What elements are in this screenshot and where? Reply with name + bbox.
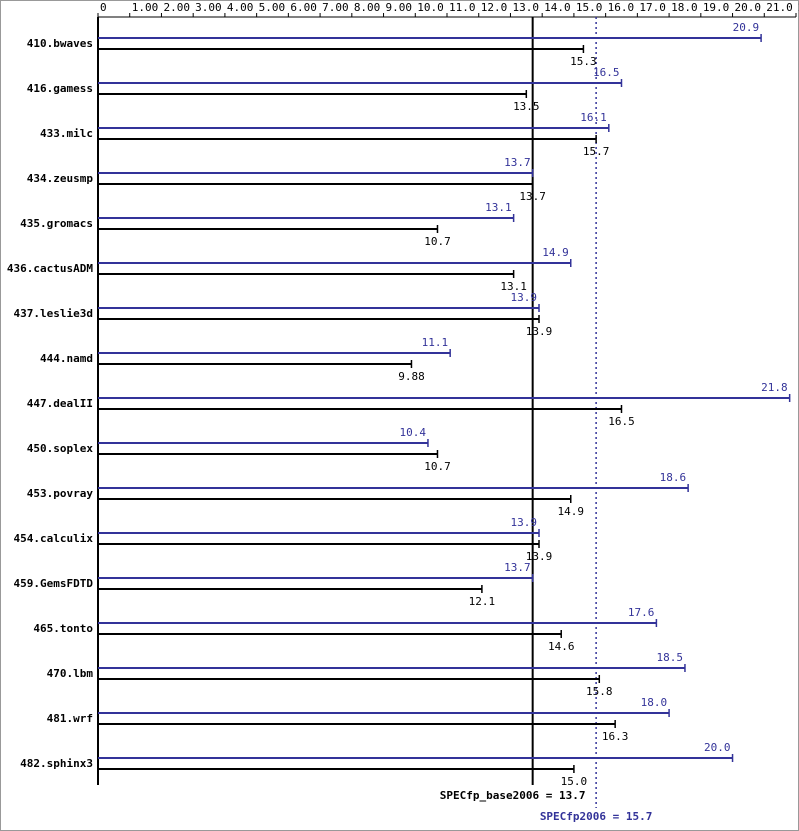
value-label: 15.0 xyxy=(561,775,588,788)
value-label: 16.1 xyxy=(580,111,607,124)
category-label: 444.namd xyxy=(40,352,93,365)
x-tick-label: 21.0 xyxy=(766,1,793,14)
x-tick-label: 5.00 xyxy=(259,1,286,14)
value-label: 13.9 xyxy=(511,516,538,529)
x-tick-label: 17.0 xyxy=(639,1,666,14)
reference-label: SPECfp_base2006 = 13.7 xyxy=(440,789,586,802)
x-tick-label: 1.00 xyxy=(132,1,159,14)
x-tick-label: 14.0 xyxy=(544,1,571,14)
value-label: 13.7 xyxy=(504,561,531,574)
category-label: 459.GemsFDTD xyxy=(14,577,94,590)
category-label: 433.milc xyxy=(40,127,93,140)
value-label: 12.1 xyxy=(469,595,496,608)
value-label: 13.9 xyxy=(526,325,553,338)
value-label: 10.7 xyxy=(424,460,451,473)
value-label: 13.5 xyxy=(513,100,540,113)
x-tick-label: 4.00 xyxy=(227,1,254,14)
value-label: 20.9 xyxy=(733,21,760,34)
x-tick-label: 18.0 xyxy=(671,1,698,14)
value-label: 9.88 xyxy=(398,370,425,383)
value-label: 13.9 xyxy=(511,291,538,304)
category-label: 465.tonto xyxy=(33,622,93,635)
value-label: 13.7 xyxy=(504,156,531,169)
x-tick-label: 19.0 xyxy=(703,1,730,14)
value-label: 13.1 xyxy=(485,201,512,214)
x-tick-label: 16.0 xyxy=(608,1,635,14)
category-label: 435.gromacs xyxy=(20,217,93,230)
value-label: 14.6 xyxy=(548,640,575,653)
x-tick-label: 11.0 xyxy=(449,1,476,14)
category-label: 450.soplex xyxy=(27,442,94,455)
value-label: 18.6 xyxy=(660,471,687,484)
value-label: 13.9 xyxy=(526,550,553,563)
value-label: 16.3 xyxy=(602,730,629,743)
category-label: 453.povray xyxy=(27,487,94,500)
category-label: 481.wrf xyxy=(47,712,93,725)
value-label: 20.0 xyxy=(704,741,731,754)
category-label: 470.lbm xyxy=(47,667,94,680)
reference-label: SPECfp2006 = 15.7 xyxy=(540,810,653,823)
value-label: 16.5 xyxy=(593,66,620,79)
x-tick-label: 13.0 xyxy=(512,1,539,14)
x-tick-label: 8.00 xyxy=(354,1,381,14)
category-label: 436.cactusADM xyxy=(7,262,93,275)
value-label: 10.4 xyxy=(399,426,426,439)
category-label: 437.leslie3d xyxy=(14,307,93,320)
value-label: 18.5 xyxy=(656,651,683,664)
value-label: 10.7 xyxy=(424,235,451,248)
value-label: 11.1 xyxy=(422,336,449,349)
value-label: 15.3 xyxy=(570,55,597,68)
value-label: 13.1 xyxy=(500,280,527,293)
category-label: 454.calculix xyxy=(14,532,94,545)
x-tick-label: 20.0 xyxy=(735,1,762,14)
value-label: 13.7 xyxy=(519,190,546,203)
value-label: 15.7 xyxy=(583,145,610,158)
x-tick-label: 9.00 xyxy=(386,1,413,14)
x-tick-label: 12.0 xyxy=(481,1,508,14)
category-label: 482.sphinx3 xyxy=(20,757,93,770)
category-label: 434.zeusmp xyxy=(27,172,94,185)
x-tick-label: 7.00 xyxy=(322,1,349,14)
category-label: 410.bwaves xyxy=(27,37,93,50)
value-label: 14.9 xyxy=(557,505,584,518)
x-tick-label: 2.00 xyxy=(163,1,190,14)
category-label: 447.dealII xyxy=(27,397,93,410)
value-label: 14.9 xyxy=(542,246,569,259)
value-label: 17.6 xyxy=(628,606,655,619)
x-tick-label: 3.00 xyxy=(195,1,222,14)
x-tick-label: 10.0 xyxy=(417,1,444,14)
x-tick-label: 6.00 xyxy=(290,1,317,14)
category-label: 416.gamess xyxy=(27,82,93,95)
value-label: 18.0 xyxy=(641,696,668,709)
x-tick-label: 0 xyxy=(100,1,107,14)
value-label: 15.8 xyxy=(586,685,613,698)
value-label: 16.5 xyxy=(608,415,635,428)
value-label: 21.8 xyxy=(761,381,788,394)
x-tick-label: 15.0 xyxy=(576,1,603,14)
